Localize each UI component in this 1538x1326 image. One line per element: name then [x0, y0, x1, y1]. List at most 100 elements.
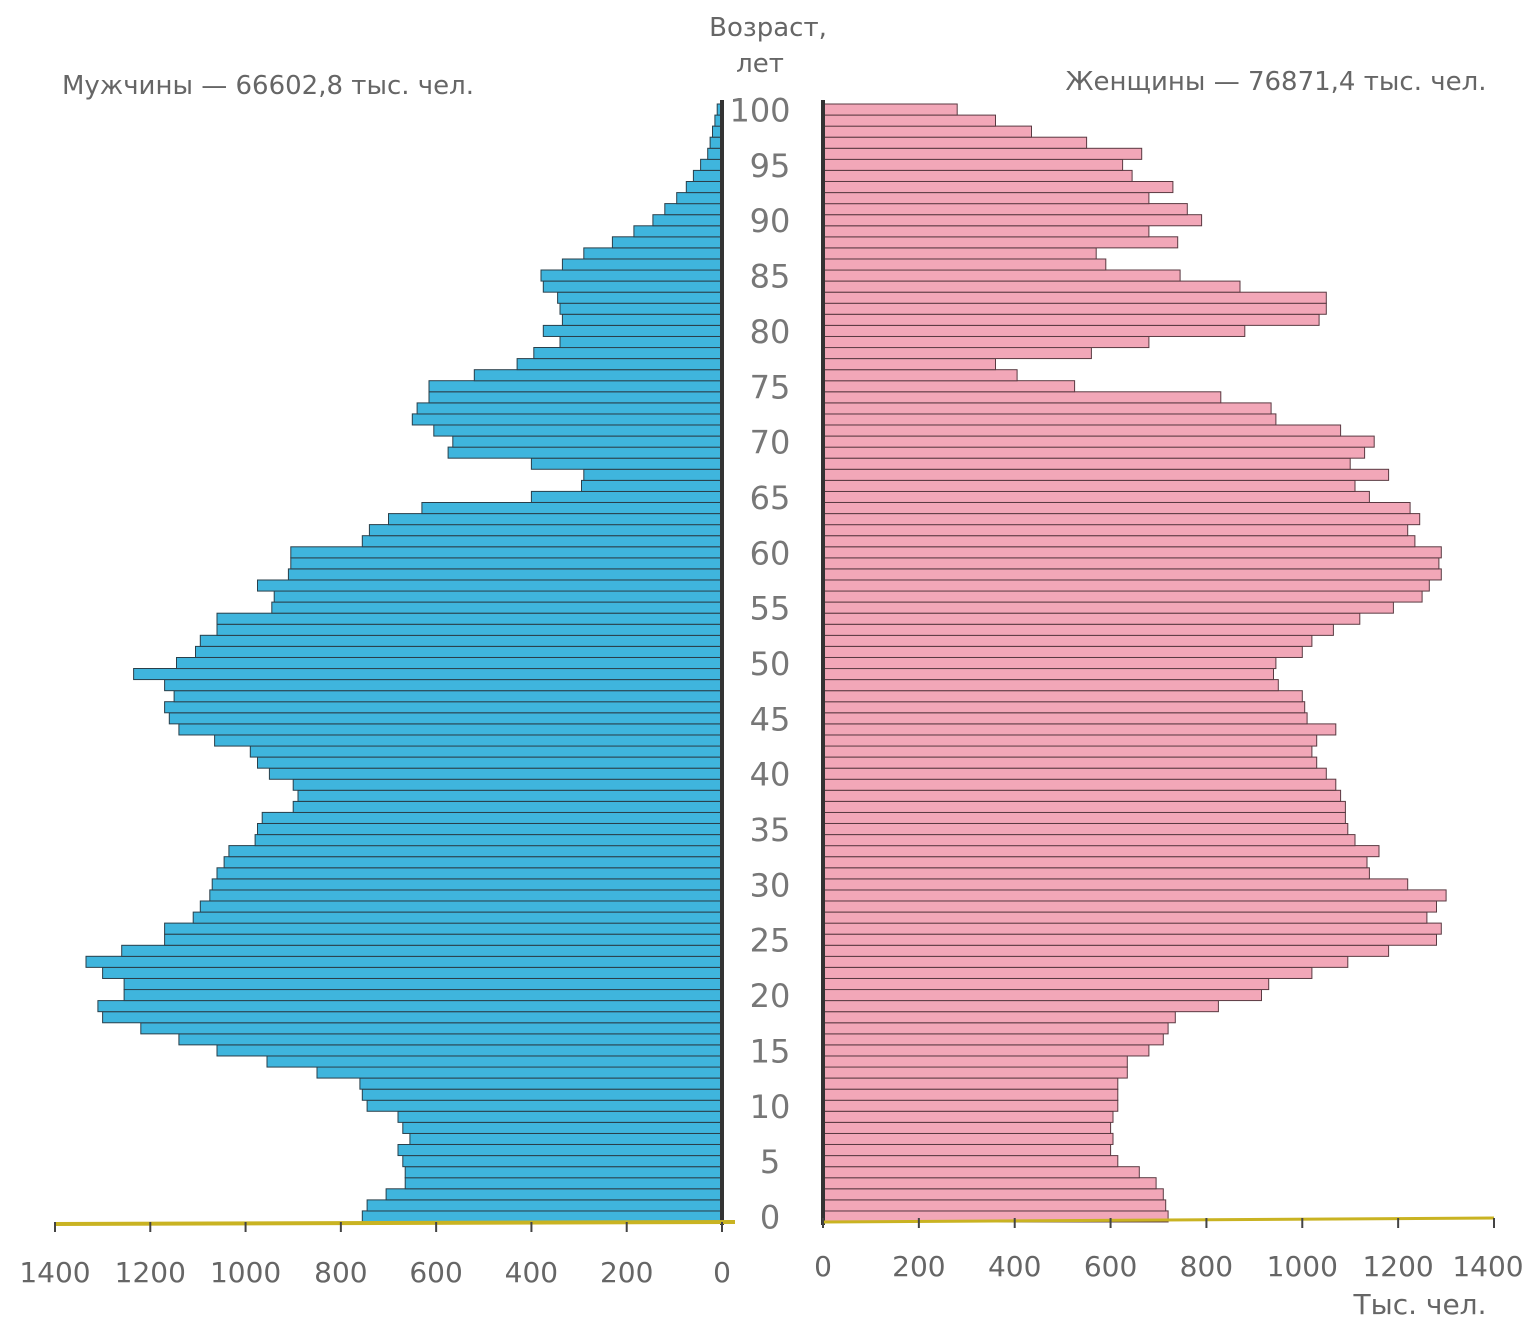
male-bar-age-32	[223, 856, 723, 869]
male-x-tick-0: 0	[713, 1256, 731, 1289]
female-bar-age-90	[822, 214, 1203, 227]
female-bar-age-98	[822, 125, 1032, 138]
female-bar-age-73	[822, 402, 1272, 415]
female-bar-age-2	[822, 1188, 1164, 1201]
male-bar-age-68	[530, 457, 723, 470]
male-bar-age-91	[664, 203, 723, 216]
male-bar-age-16	[178, 1033, 723, 1046]
female-bar-age-29	[822, 889, 1447, 902]
male-bar-age-56	[273, 590, 723, 603]
female-bar-age-96	[822, 147, 1143, 160]
female-bar-age-46	[822, 701, 1306, 714]
female-bar-age-93	[822, 181, 1174, 194]
male-x-axis	[54, 1220, 736, 1226]
female-bar-age-30	[822, 878, 1409, 891]
female-bar-age-52	[822, 634, 1313, 647]
female-bar-age-55	[822, 601, 1394, 614]
male-bar-age-89	[633, 225, 723, 238]
female-title: Женщины — 76871,4 тыс. чел.	[1066, 67, 1487, 97]
female-bar-age-76	[822, 369, 1018, 382]
female-bar-age-83	[822, 291, 1327, 304]
male-bar-age-3	[404, 1177, 723, 1190]
female-bars	[822, 103, 1447, 1223]
male-bar-age-23	[85, 955, 723, 968]
female-bar-age-17	[822, 1022, 1169, 1035]
male-bar-age-17	[140, 1022, 723, 1035]
female-bar-age-40	[822, 767, 1327, 780]
female-bar-age-32	[822, 856, 1368, 869]
male-bar-age-8	[402, 1121, 723, 1134]
male-bar-age-45	[168, 712, 723, 725]
female-bar-age-74	[822, 391, 1222, 404]
male-bar-age-41	[257, 756, 723, 769]
female-bar-age-36	[822, 811, 1346, 824]
male-bar-age-65	[530, 490, 723, 503]
age-tick-0: 0	[760, 1199, 780, 1237]
male-bar-age-42	[249, 745, 723, 758]
male-bar-age-11	[361, 1088, 723, 1101]
male-bar-age-40	[268, 767, 723, 780]
female-bar-age-92	[822, 192, 1150, 205]
male-bar-age-67	[583, 468, 723, 481]
female-bar-age-18	[822, 1011, 1176, 1024]
male-bar-age-47	[173, 690, 723, 703]
female-bar-age-99	[822, 114, 996, 127]
female-x-tick-600: 600	[1084, 1250, 1137, 1283]
male-bar-age-6	[397, 1144, 723, 1157]
female-bar-age-49	[822, 668, 1274, 681]
female-bar-age-61	[822, 535, 1416, 548]
female-bar-age-25	[822, 933, 1437, 946]
male-bar-age-38	[297, 789, 723, 802]
female-bar-age-71	[822, 424, 1342, 437]
female-bar-age-7	[822, 1132, 1114, 1145]
male-bar-age-58	[287, 568, 723, 581]
male-bar-age-30	[211, 878, 723, 891]
female-bar-age-23	[822, 955, 1349, 968]
male-bar-age-43	[214, 734, 723, 747]
male-bar-age-35	[257, 823, 723, 836]
male-bar-age-37	[292, 800, 723, 813]
female-bar-age-62	[822, 524, 1409, 537]
male-bar-age-12	[359, 1077, 723, 1090]
male-bar-age-80	[542, 324, 723, 337]
male-bar-age-88	[611, 236, 723, 249]
male-bar-age-46	[164, 701, 723, 714]
female-bar-age-56	[822, 590, 1423, 603]
male-bar-age-66	[581, 479, 723, 492]
female-bar-age-94	[822, 169, 1133, 182]
female-bar-age-27	[822, 911, 1428, 924]
male-x-tick-600: 600	[409, 1256, 462, 1289]
male-x-tick-200: 200	[600, 1256, 653, 1289]
female-bar-age-5	[822, 1155, 1119, 1168]
male-bar-age-73	[416, 402, 723, 415]
female-bar-age-88	[822, 236, 1179, 249]
female-bar-age-68	[822, 457, 1351, 470]
female-bar-age-54	[822, 612, 1361, 625]
age-tick-5: 5	[760, 1143, 780, 1181]
male-bar-age-53	[216, 623, 723, 636]
female-bar-age-3	[822, 1177, 1157, 1190]
female-bar-age-91	[822, 203, 1188, 216]
female-bar-age-86	[822, 258, 1107, 271]
female-bar-age-58	[822, 568, 1442, 581]
female-bar-age-100	[822, 103, 958, 116]
female-bar-age-53	[822, 623, 1334, 636]
female-bar-age-13	[822, 1066, 1128, 1079]
age-tick-75: 75	[750, 368, 791, 406]
female-bar-age-80	[822, 324, 1246, 337]
female-bar-age-48	[822, 679, 1279, 692]
age-tick-85: 85	[750, 258, 791, 296]
female-x-tick-labels: 0 200 400 600 800 1000 1200 1400	[814, 1218, 1524, 1283]
female-bar-age-41	[822, 756, 1318, 769]
male-bar-age-59	[290, 557, 723, 570]
male-bar-age-28	[199, 900, 723, 913]
female-bar-age-97	[822, 136, 1088, 149]
male-bar-age-96	[707, 147, 723, 160]
male-bar-age-61	[361, 535, 723, 548]
female-bar-age-1	[822, 1199, 1167, 1212]
female-bar-age-65	[822, 490, 1370, 503]
male-bar-age-87	[583, 247, 723, 260]
female-bar-age-57	[822, 579, 1430, 592]
female-bar-age-43	[822, 734, 1318, 747]
